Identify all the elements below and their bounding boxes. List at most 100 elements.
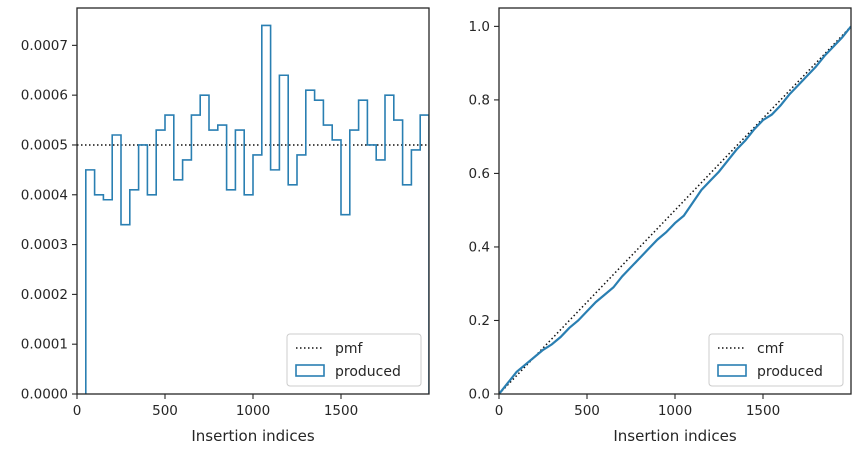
pmf-histogram-chart: 0 500 1000 1500 0.0000 0.0001 0.0002 0.0003 0.00… [21,7,430,445]
y-tick-label: 1.0 [469,19,490,35]
cmf-data-point [665,231,667,233]
cmf-data-point [524,363,527,366]
y-tick-label: 0.0007 [21,38,68,54]
legend-entry-label: cmf [757,341,784,357]
plot-area [499,25,851,394]
cmf-data-point [621,275,623,277]
x-tick-label: 1500 [746,403,780,419]
cmf-data-point [648,248,650,250]
histogram-bin [244,195,253,394]
legend-box [708,333,844,387]
y-tick-label: 0.0001 [21,337,68,353]
histogram-bin [130,190,139,394]
cmf-data-point [577,319,579,322]
cmf-data-point [630,266,632,268]
legend: cmf produced [708,333,844,387]
histogram-bin [95,195,104,394]
x-tick-label: 1000 [236,403,270,419]
y-tick-label: 0.6 [469,166,490,182]
histogram-bin [235,130,244,394]
x-tick-label: 0 [73,403,82,419]
cmf-data-point [841,36,843,39]
cmf-data-point [612,286,615,288]
cmf-data-point [753,128,755,130]
histogram-bin [174,180,183,394]
histogram-bin [183,160,192,394]
legend-box [286,333,422,387]
histogram-bin [262,25,271,394]
y-tick-label: 0.0006 [21,88,68,104]
histogram-bin [200,95,209,394]
histogram-bin [420,115,429,394]
cmf-data-point [771,114,773,116]
cmf-data-point [780,104,782,107]
y-tick-label: 0.8 [469,92,490,108]
histogram-bin [121,225,130,394]
cmf-data-point [709,180,711,182]
histogram-bin [253,155,262,394]
y-tick-label: 0.4 [469,239,490,255]
x-tick-label: 1500 [324,403,358,419]
cmf-data-point [604,294,606,296]
cmf-data-point [762,119,764,121]
cmf-data-point [542,349,544,351]
cmf-line-chart: 0 500 1000 1500 0.0 0.2 0.4 0.6 0.8 1.0 Insertion … [469,7,852,445]
cmf-data-point [683,215,685,217]
plot-area [77,24,429,394]
legend-produced-swatch [295,364,325,377]
histogram-bin [209,130,218,394]
cmf-data-point [595,301,597,303]
cmf-data-point [815,66,817,68]
histogram-bin [165,115,174,394]
legend-produced-swatch [717,364,747,377]
histogram-bin [191,115,200,394]
histogram-bin [227,190,236,394]
legend-entry-label: produced [757,364,823,380]
x-axis-label: Insertion indices [613,427,736,445]
cmf-data-point [736,148,738,151]
x-tick-label: 500 [574,403,600,419]
cmf-data-point [806,75,808,77]
y-tick-label: 0.0000 [21,387,68,403]
histogram-bin [218,125,227,394]
cmf-data-point [700,189,703,191]
y-tick-label: 0.0004 [21,187,68,203]
cmf-data-point [568,327,571,329]
cmf-data-point [560,336,562,338]
cmf-data-point [551,343,553,345]
y-tick-label: 0.0 [469,387,490,403]
x-tick-label: 1000 [658,403,692,419]
histogram-bin [103,200,112,394]
histogram-bin [139,145,148,394]
legend-entry-label: produced [335,364,401,380]
histogram-step-outline [85,24,429,394]
y-tick-label: 0.0003 [21,237,68,253]
x-tick-label: 0 [495,403,504,419]
cmf-data-point [727,159,729,162]
y-tick-label: 0.0005 [21,137,68,153]
cmf-data-point [744,139,747,141]
x-tick-label: 500 [152,403,178,419]
cmf-data-point [516,371,518,373]
cmf-data-point [507,382,509,384]
histogram-bin [147,195,156,394]
cmf-data-point [832,46,835,48]
cmf-data-point [656,239,659,241]
cmf-data-point [639,257,641,259]
y-tick-label: 0.0002 [21,287,68,303]
y-tick-label: 0.2 [469,313,490,329]
cmf-data-point [797,84,799,86]
cmf-data-point [788,93,791,95]
histogram-bin [271,170,280,394]
histogram-bin [156,130,165,394]
cmf-data-point [692,202,694,204]
cmf-data-point [674,222,676,224]
x-axis-label: Insertion indices [191,427,314,445]
histogram-bin [112,135,121,394]
cmf-data-point [586,310,588,312]
cmf-data-point [718,170,720,173]
cmf-reference-line [499,25,851,394]
cmf-data-point [824,55,826,57]
cmf-data-point [533,356,535,358]
